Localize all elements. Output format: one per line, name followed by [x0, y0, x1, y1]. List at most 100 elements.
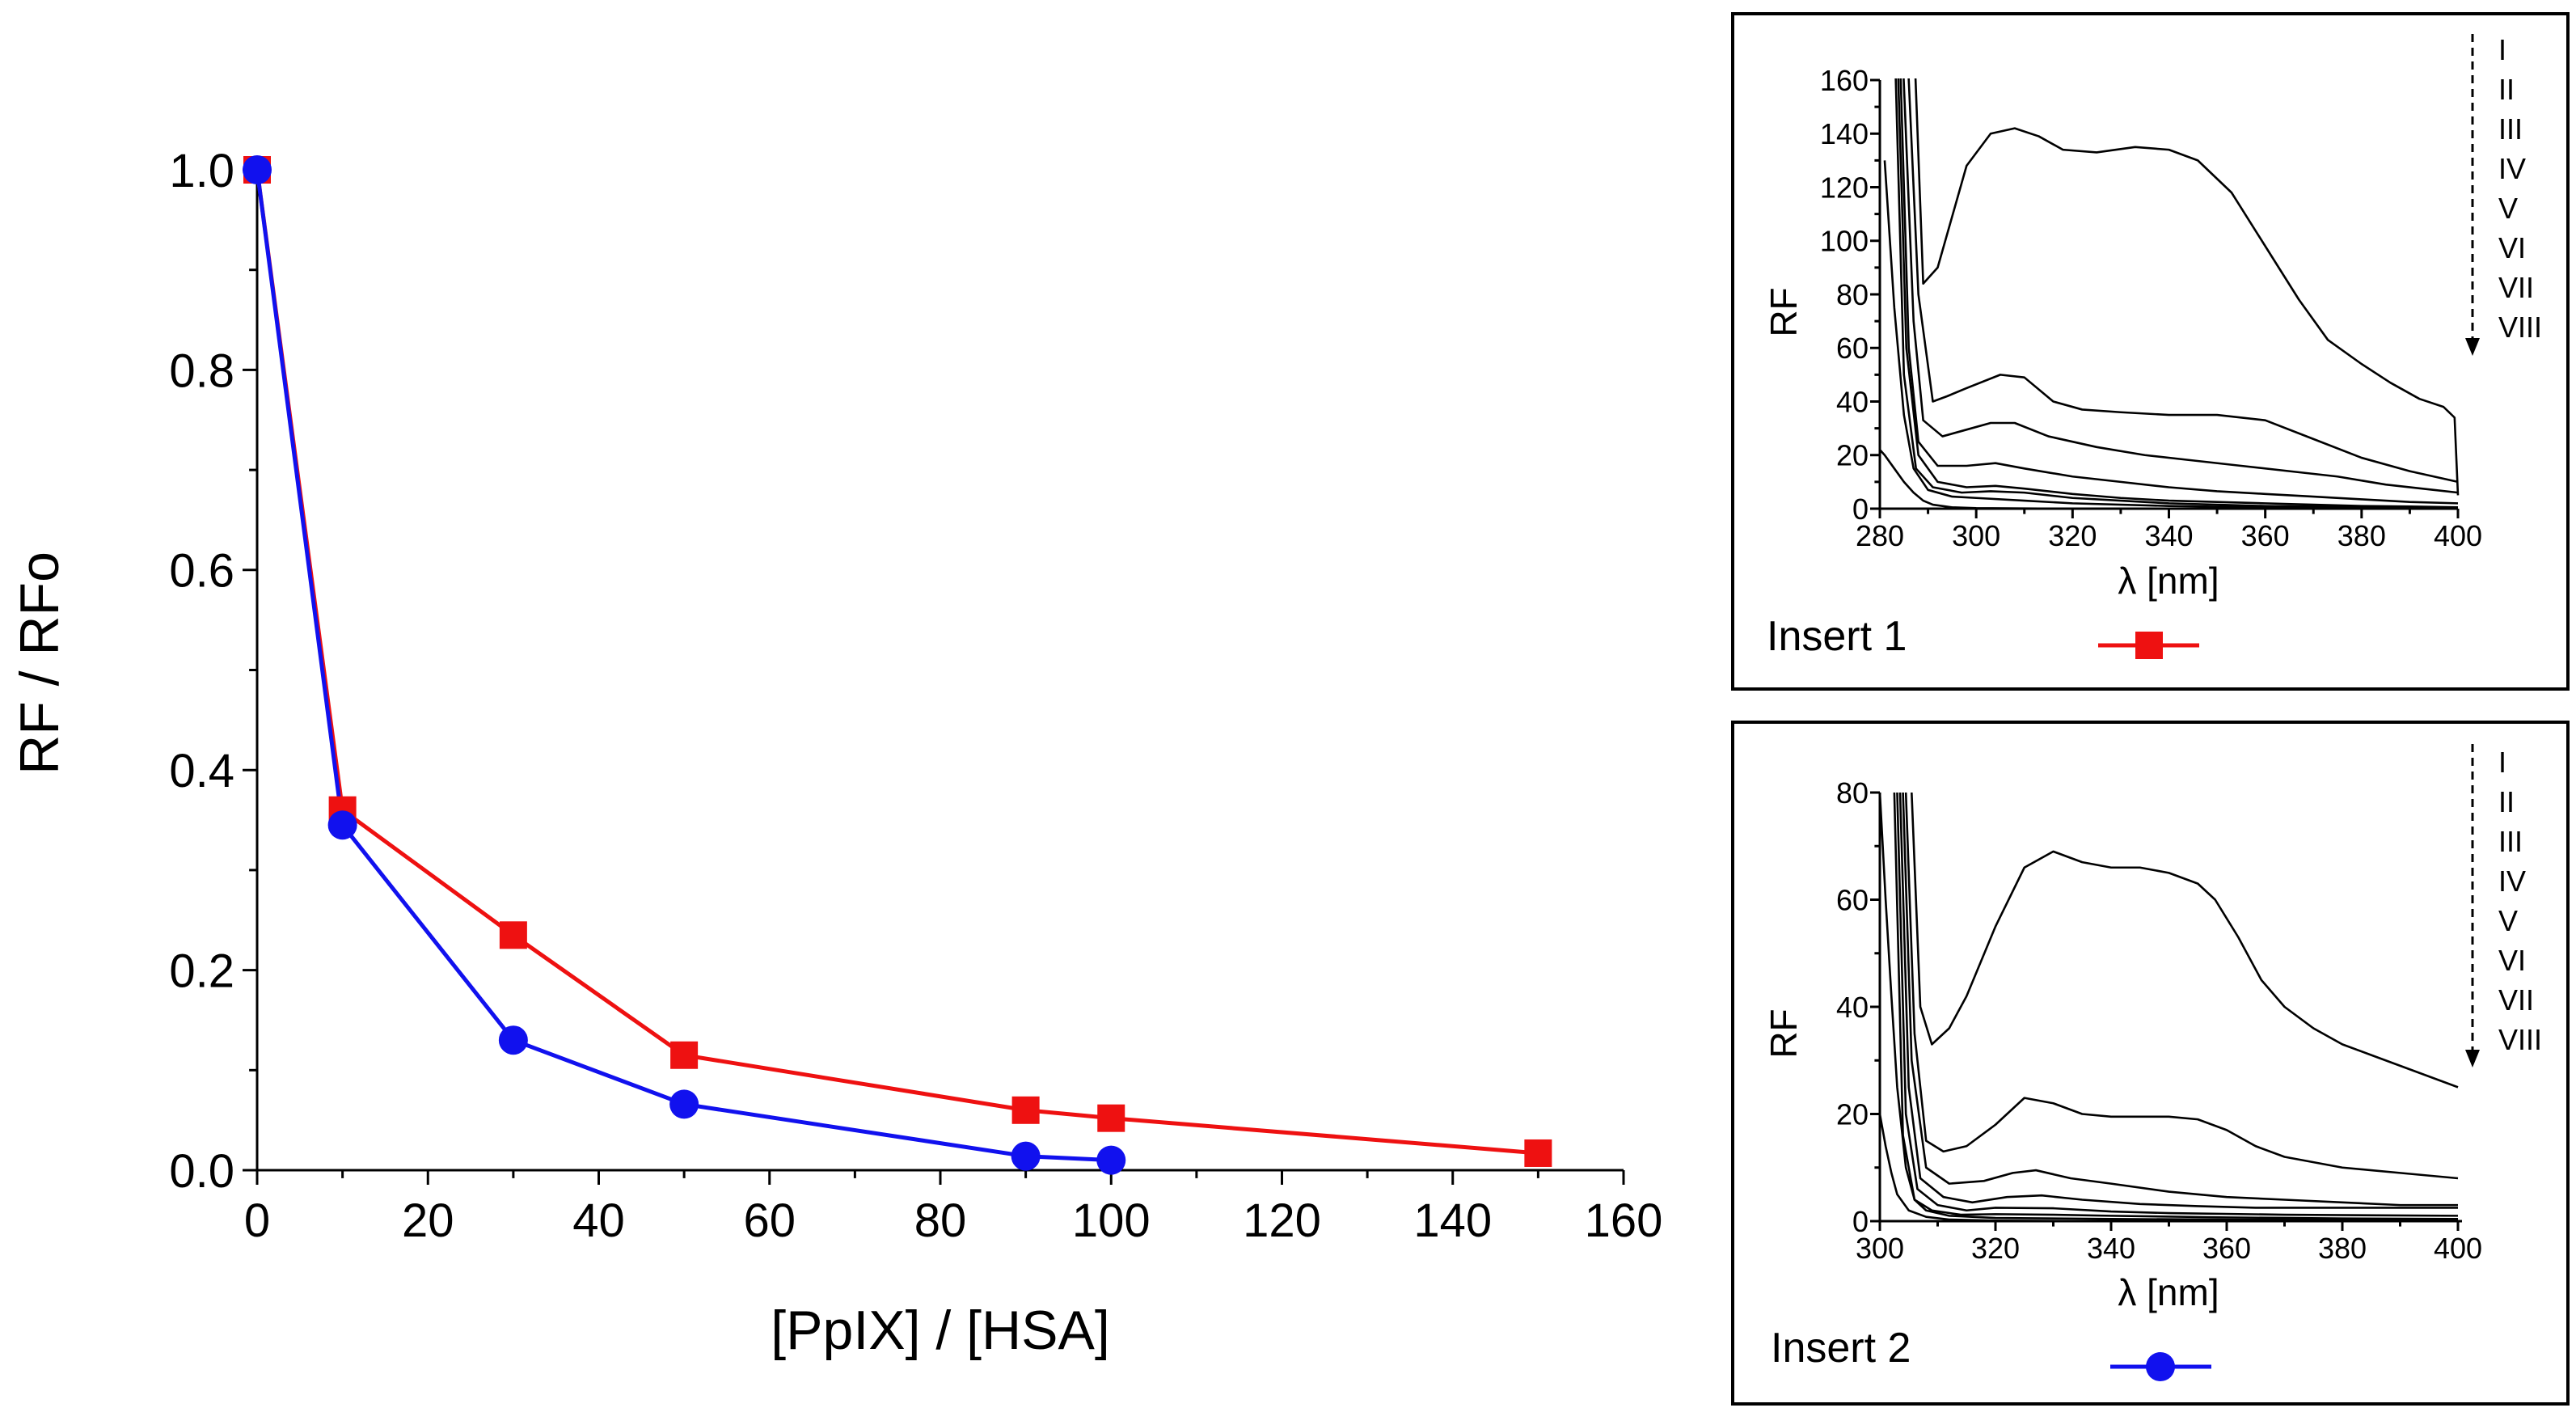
main-series-line-2	[255, 169, 1112, 1163]
insert1-curve-I	[1914, 78, 2460, 496]
insert2-curve-VIII	[1880, 1114, 2458, 1221]
insert1-arrow-label: II	[2498, 73, 2515, 106]
main-x-tick-label: 140	[1413, 1194, 1492, 1247]
insert2-x-tick-label: 340	[2087, 1232, 2135, 1265]
insert2-curve-VII	[1880, 792, 2459, 1221]
insert2-y-tick-label: 20	[1836, 1097, 1869, 1131]
main-point-square	[1011, 1096, 1040, 1124]
insert1-y-tick-label: 80	[1836, 278, 1869, 311]
insert2-x-tick-label: 320	[1971, 1232, 2020, 1265]
insert1-curve-III	[1902, 78, 2459, 494]
insert1-y-tick-label: 20	[1836, 439, 1869, 472]
insert2-panel: 300 320 340 360 380 400 0 20 40 60 80 λ [nm] RF I…	[1731, 721, 2570, 1406]
insert1-curve-VII	[1883, 160, 2459, 509]
insert2-x-tick-label: 380	[2318, 1232, 2367, 1265]
insert2-frame	[1731, 721, 2570, 1406]
main-series-line-1	[255, 169, 1539, 1156]
insert2-x-tick-label: 400	[2434, 1232, 2482, 1265]
insert2-curve-II	[1904, 792, 2459, 1180]
insert1-y-tick-label: 60	[1836, 332, 1869, 365]
main-series	[243, 155, 1552, 1175]
insert2-curve-IV	[1898, 792, 2458, 1209]
main-point-circle	[243, 155, 272, 184]
main-point-circle	[498, 1025, 528, 1055]
insert2-arrow-label: V	[2498, 904, 2518, 937]
insert1-x-tick-label: 320	[2048, 519, 2097, 552]
insert1-panel: 280 300 320 340 360 380 400 0 20 40 60 80 100 120 140…	[1731, 12, 2570, 691]
insert2-curve-VI	[1893, 792, 2459, 1220]
main-point-square	[670, 1041, 699, 1069]
insert1-curve-VI	[1894, 78, 2459, 509]
insert2-x-tick-label: 360	[2202, 1232, 2251, 1265]
insert2-arrow-label: I	[2498, 746, 2506, 779]
main-x-tick-label: 20	[402, 1194, 454, 1247]
main-point-square	[499, 921, 527, 949]
main-y-tick-label: 1.0	[169, 145, 234, 197]
insert1-arrow-label: VIII	[2498, 311, 2542, 344]
main-x-tick-label: 40	[572, 1194, 625, 1247]
main-y-tick-label: 0.0	[169, 1145, 234, 1198]
insert1-x-tick-label: 300	[1952, 519, 2000, 552]
insert1-y-axis-label: RF	[1763, 287, 1805, 336]
insert2-title: Insert 2	[1771, 1325, 1911, 1372]
insert2-y-tick-label: 0	[1852, 1205, 1869, 1238]
main-x-axis-label: [PpIX] / [HSA]	[771, 1300, 1110, 1361]
insert2-arrow-label: III	[2498, 825, 2523, 858]
insert1-x-tick-label: 360	[2241, 519, 2290, 552]
insert1-curves	[1880, 78, 2460, 509]
main-x-tick-label: 100	[1072, 1194, 1151, 1247]
main-y-axis-label: RF / RFo	[9, 552, 70, 775]
insert1-curve-VIII	[1880, 449, 2458, 509]
main-x-tick-label: 60	[743, 1194, 796, 1247]
insert2-x-axis-label: λ [nm]	[2118, 1271, 2219, 1313]
insert2-arrow-head	[2465, 1050, 2480, 1067]
main-y-tick-label: 0.6	[169, 545, 234, 598]
insert1-curve-II	[1907, 78, 2459, 484]
insert1-title: Insert 1	[1767, 613, 1907, 660]
insert1-curve-IV	[1899, 78, 2459, 505]
insert1-y-tick-label: 100	[1820, 225, 1869, 258]
insert1-y-tick-label: 160	[1820, 64, 1869, 97]
insert1-frame	[1731, 12, 2570, 691]
insert2-arrow-label: IV	[2498, 865, 2526, 898]
main-point-circle	[327, 810, 357, 840]
insert1-arrow-label: IV	[2498, 152, 2526, 185]
insert2-y-tick-label: 40	[1836, 991, 1869, 1024]
insert1-legend-marker	[2098, 632, 2199, 659]
main-point-circle	[669, 1089, 699, 1119]
insert1-arrow-label: VII	[2498, 271, 2534, 304]
main-chart: 0 20 40 60 80 100 120 140 160 0.0 0.2 0.4 0.6 0.8 1.0…	[9, 145, 1662, 1361]
main-x-tick-label: 0	[244, 1194, 270, 1247]
main-y-tick-label: 0.4	[169, 745, 234, 797]
insert2-x-ticks: 300 320 340 360 380 400	[1856, 1221, 2482, 1265]
main-x-ticks: 0 20 40 60 80 100 120 140 160	[244, 1170, 1663, 1247]
main-x-tick-label: 120	[1243, 1194, 1321, 1247]
insert1-x-axis-label: λ [nm]	[2118, 560, 2219, 602]
insert1-legend-square	[2135, 632, 2163, 659]
insert1-y-tick-label: 120	[1820, 171, 1869, 204]
insert1-y-tick-label: 140	[1820, 117, 1869, 150]
insert1-arrow-label: III	[2498, 112, 2523, 146]
main-x-tick-label: 160	[1585, 1194, 1663, 1247]
insert2-curve-group	[1880, 792, 2459, 1221]
insert2-curves	[1880, 792, 2459, 1221]
main-y-ticks: 0.0 0.2 0.4 0.6 0.8 1.0	[169, 145, 257, 1198]
main-point-circle	[1096, 1145, 1126, 1175]
insert2-legend-circle	[2146, 1352, 2175, 1381]
main-point-circle	[1011, 1141, 1041, 1171]
insert2-curve-I	[1911, 792, 2459, 1089]
insert2-y-tick-label: 80	[1836, 776, 1869, 810]
main-y-tick-label: 0.8	[169, 345, 234, 397]
insert1-arrow-head	[2465, 338, 2480, 356]
insert2-arrow-label: VI	[2498, 944, 2526, 977]
insert1-x-ticks: 280 300 320 340 360 380 400	[1856, 509, 2482, 552]
insert1-arrow-label: I	[2498, 33, 2506, 66]
insert2-y-tick-label: 60	[1836, 883, 1869, 916]
insert1-y-tick-label: 0	[1852, 493, 1869, 526]
insert2-curve-V	[1896, 792, 2459, 1217]
insert2-arrow-label: II	[2498, 785, 2515, 818]
insert1-x-tick-label: 280	[1856, 519, 1904, 552]
